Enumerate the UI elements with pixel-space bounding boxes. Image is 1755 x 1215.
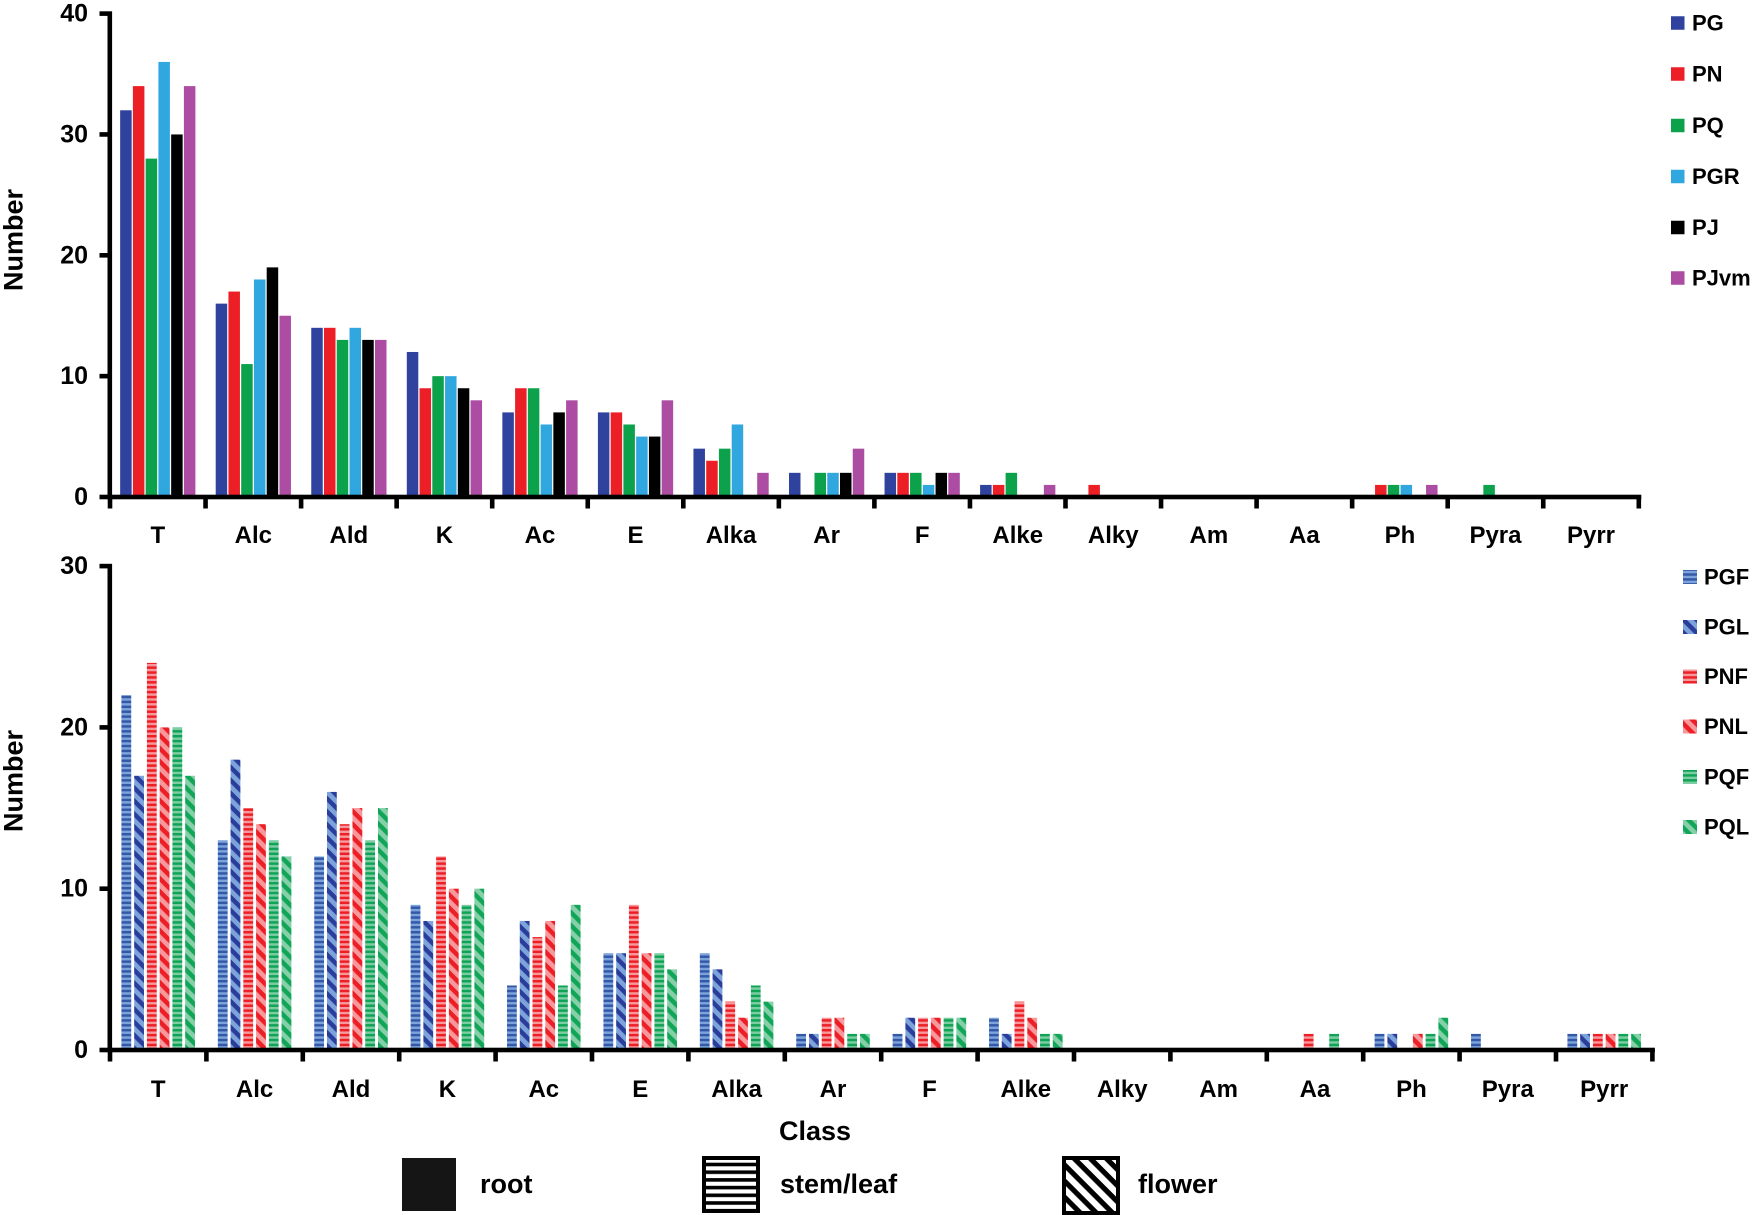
svg-text:T: T bbox=[150, 522, 165, 549]
svg-text:Aa: Aa bbox=[1289, 522, 1320, 549]
svg-text:K: K bbox=[439, 1076, 457, 1103]
svg-text:E: E bbox=[628, 522, 644, 549]
svg-text:Class: Class bbox=[779, 1116, 851, 1146]
svg-text:Pyrr: Pyrr bbox=[1580, 1076, 1628, 1103]
svg-text:Pyra: Pyra bbox=[1482, 1076, 1535, 1103]
svg-text:stem/leaf: stem/leaf bbox=[780, 1169, 898, 1199]
svg-text:Ph: Ph bbox=[1396, 1076, 1427, 1103]
svg-text:K: K bbox=[436, 522, 454, 549]
svg-text:Ac: Ac bbox=[528, 1076, 559, 1103]
svg-text:PNF: PNF bbox=[1704, 664, 1748, 689]
svg-text:Pyrr: Pyrr bbox=[1567, 522, 1615, 549]
svg-text:Ph: Ph bbox=[1385, 522, 1416, 549]
svg-text:PGF: PGF bbox=[1704, 565, 1749, 590]
svg-text:0: 0 bbox=[74, 483, 88, 511]
svg-text:Aa: Aa bbox=[1300, 1076, 1331, 1103]
svg-text:root: root bbox=[480, 1169, 532, 1199]
svg-text:PQ: PQ bbox=[1692, 113, 1724, 138]
svg-text:10: 10 bbox=[60, 362, 88, 390]
svg-text:PJvm: PJvm bbox=[1692, 266, 1751, 291]
svg-text:Am: Am bbox=[1199, 1076, 1238, 1103]
svg-text:F: F bbox=[922, 1076, 937, 1103]
svg-text:Number: Number bbox=[0, 189, 29, 292]
svg-text:20: 20 bbox=[60, 713, 88, 741]
svg-text:30: 30 bbox=[60, 552, 88, 580]
svg-text:Ar: Ar bbox=[813, 522, 840, 549]
svg-text:PJ: PJ bbox=[1692, 215, 1719, 240]
svg-text:30: 30 bbox=[60, 120, 88, 148]
svg-text:E: E bbox=[632, 1076, 648, 1103]
svg-text:Alky: Alky bbox=[1088, 522, 1139, 549]
svg-text:Ald: Ald bbox=[330, 522, 369, 549]
svg-text:Alky: Alky bbox=[1097, 1076, 1148, 1103]
svg-text:Ald: Ald bbox=[332, 1076, 371, 1103]
svg-text:PGR: PGR bbox=[1692, 164, 1740, 189]
svg-text:F: F bbox=[915, 522, 930, 549]
svg-text:Ac: Ac bbox=[525, 522, 556, 549]
svg-text:Alc: Alc bbox=[236, 1076, 273, 1103]
svg-text:PNL: PNL bbox=[1704, 714, 1748, 739]
svg-text:PN: PN bbox=[1692, 62, 1723, 87]
svg-text:Number: Number bbox=[0, 730, 29, 833]
svg-text:PQF: PQF bbox=[1704, 765, 1749, 790]
svg-text:Alke: Alke bbox=[1000, 1076, 1051, 1103]
svg-text:PG: PG bbox=[1692, 11, 1724, 36]
svg-text:Pyra: Pyra bbox=[1469, 522, 1522, 549]
svg-text:10: 10 bbox=[60, 875, 88, 903]
svg-text:PQL: PQL bbox=[1704, 815, 1749, 840]
svg-text:0: 0 bbox=[74, 1036, 88, 1064]
svg-text:20: 20 bbox=[60, 241, 88, 269]
svg-text:Alka: Alka bbox=[711, 1076, 762, 1103]
svg-text:Ar: Ar bbox=[820, 1076, 847, 1103]
svg-text:40: 40 bbox=[60, 0, 88, 28]
svg-text:T: T bbox=[151, 1076, 166, 1103]
svg-text:PGL: PGL bbox=[1704, 615, 1749, 640]
svg-text:Am: Am bbox=[1189, 522, 1228, 549]
svg-text:Alc: Alc bbox=[235, 522, 272, 549]
svg-text:flower: flower bbox=[1138, 1169, 1218, 1199]
svg-text:Alka: Alka bbox=[706, 522, 757, 549]
svg-text:Alke: Alke bbox=[992, 522, 1043, 549]
